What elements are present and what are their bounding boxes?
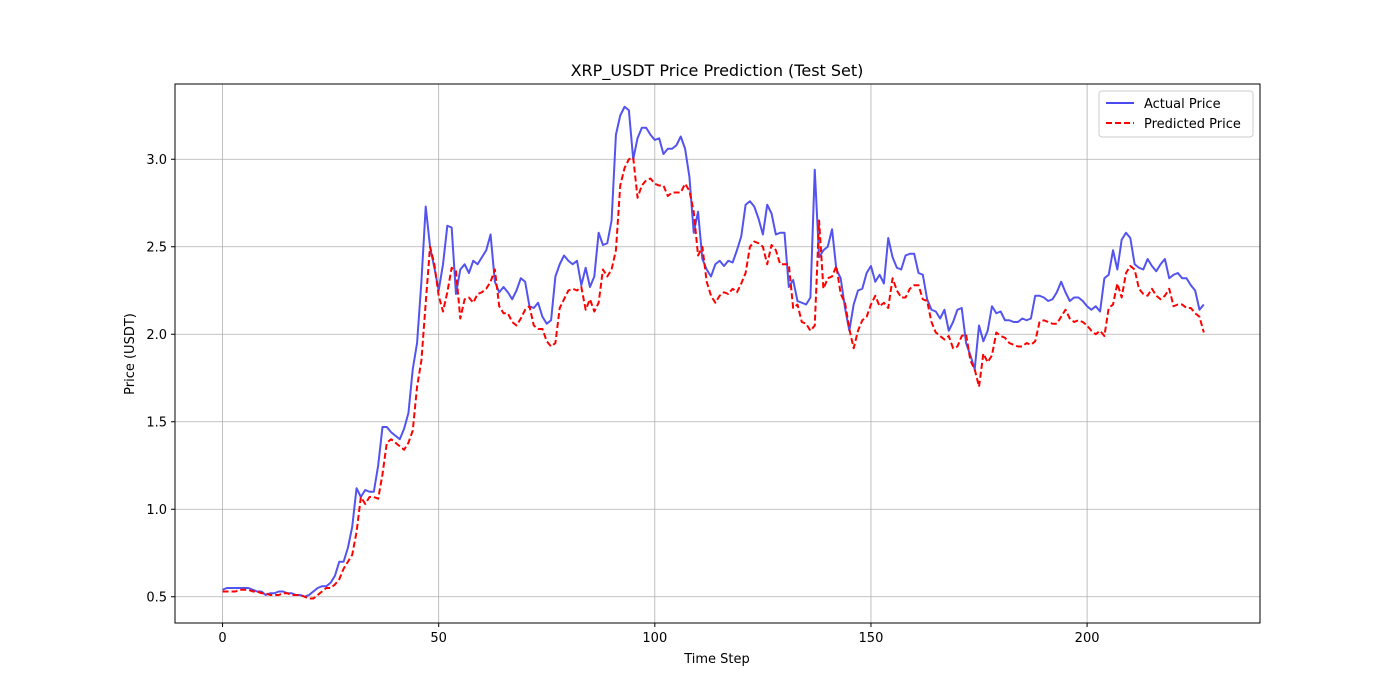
series-layer [222, 105, 1205, 600]
x-tick-label: 50 [430, 631, 447, 646]
series-line-actual-price [222, 105, 1205, 598]
series-line-predicted-price [222, 156, 1205, 600]
grid [175, 84, 1260, 623]
x-tick-label: 200 [1075, 631, 1100, 646]
ticks: 0 50 100 150 200 0.5 1.0 1.5 2.0 2.5 3.0 [146, 153, 1099, 646]
y-tick-label: 0.5 [146, 590, 167, 605]
x-tick-label: 100 [642, 631, 667, 646]
y-tick-label: 2.5 [146, 240, 167, 255]
chart-title: XRP_USDT Price Prediction (Test Set) [571, 61, 864, 81]
y-tick-label: 1.0 [146, 503, 167, 518]
legend-label-predicted-price: Predicted Price [1144, 117, 1241, 132]
x-axis-label: Time Step [683, 652, 750, 667]
y-tick-label: 2.0 [146, 328, 167, 343]
x-tick-label: 0 [218, 631, 226, 646]
y-tick-label: 1.5 [146, 415, 167, 430]
legend: Actual Price Predicted Price [1098, 90, 1254, 138]
y-axis-label: Price (USDT) [123, 313, 138, 395]
plot-frame [174, 83, 1261, 624]
y-tick-label: 3.0 [146, 153, 167, 168]
legend-label-actual-price: Actual Price [1144, 97, 1221, 112]
x-tick-label: 150 [859, 631, 884, 646]
legend-box [1098, 90, 1254, 138]
